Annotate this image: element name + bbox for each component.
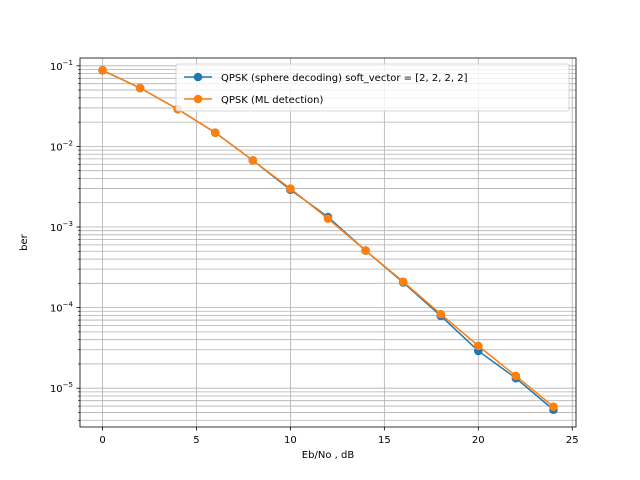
y-tick-base: 10 <box>50 142 63 153</box>
legend-box <box>175 63 570 112</box>
data-point-series-2 <box>361 246 370 255</box>
y-axis-label: ber <box>19 233 30 251</box>
x-tick-label: 10 <box>284 435 297 446</box>
x-axis: 0 5 10 15 20 25 <box>99 427 579 446</box>
legend-label: QPSK (sphere decoding) soft_vector = [2,… <box>221 73 468 84</box>
y-tick-exponent: −2 <box>63 139 73 147</box>
y-tick-base: 10 <box>50 62 63 73</box>
y-tick-exponent: −5 <box>63 381 73 389</box>
data-point-series-2 <box>511 371 521 381</box>
data-point-series-2 <box>248 156 258 165</box>
data-point-series-2 <box>398 277 408 286</box>
x-tick-label: 15 <box>378 435 391 446</box>
x-tick-label: 0 <box>99 435 105 446</box>
y-tick-exponent: −1 <box>63 59 73 67</box>
data-point-series-2 <box>323 214 333 223</box>
legend-marker <box>193 72 203 82</box>
y-tick-exponent: −4 <box>63 301 74 309</box>
y-tick-label: 10−3 <box>50 220 73 234</box>
legend-marker <box>193 94 203 104</box>
y-tick-label: 10−1 <box>50 59 73 73</box>
x-axis-label: Eb/No , dB <box>302 450 355 461</box>
data-point-series-2 <box>286 184 295 193</box>
y-tick-label: 10−4 <box>50 301 74 315</box>
y-tick-exponent: −3 <box>63 220 73 228</box>
plot-frame <box>79 57 577 428</box>
data-point-series-2 <box>135 83 145 93</box>
data-point-series-2 <box>98 65 107 75</box>
x-tick-label: 25 <box>566 435 579 446</box>
y-axis: 10−510−410−310−210−1 <box>50 59 80 421</box>
legend: QPSK (sphere decoding) soft_vector = [2,… <box>175 63 570 112</box>
data-point-series-2 <box>549 402 558 411</box>
y-tick-base: 10 <box>50 304 63 315</box>
data-point-series-2 <box>210 128 220 137</box>
y-tick-label: 10−2 <box>50 139 73 153</box>
legend-label: QPSK (ML detection) <box>221 95 323 106</box>
y-tick-label: 10−5 <box>50 381 73 395</box>
data-point-series-2 <box>436 309 446 319</box>
y-tick-base: 10 <box>50 223 63 234</box>
data-point-series-2 <box>474 341 483 351</box>
x-tick-label: 20 <box>472 435 485 446</box>
x-tick-label: 5 <box>193 435 199 446</box>
y-tick-base: 10 <box>50 384 63 395</box>
